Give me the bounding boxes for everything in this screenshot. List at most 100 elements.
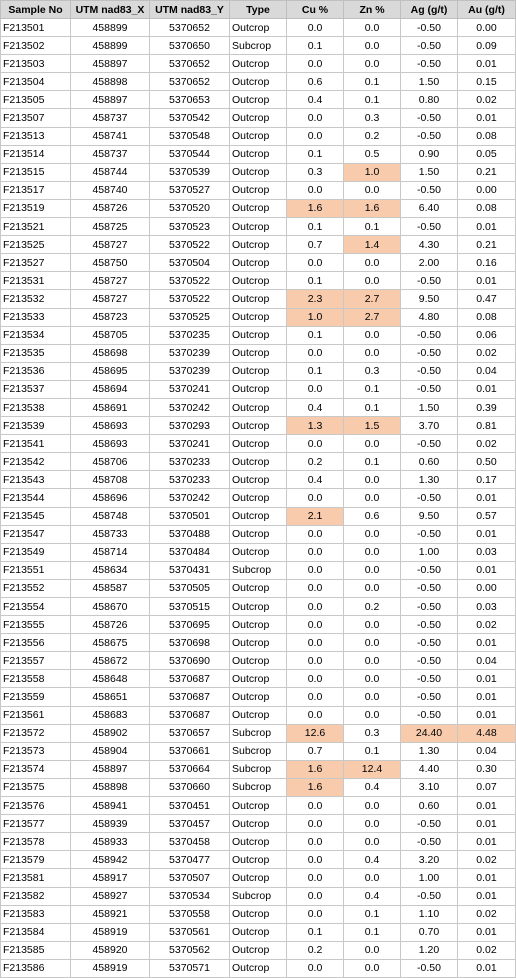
type-cell[interactable]: Outcrop [229,868,287,888]
utm-y-cell[interactable]: 5370657 [149,723,230,743]
type-cell[interactable]: Outcrop [229,271,287,291]
ag-cell[interactable]: -0.50 [400,633,458,653]
zn-cell[interactable]: 1.6 [343,198,401,219]
utm-x-cell[interactable]: 458748 [70,506,150,526]
utm-x-cell[interactable]: 458921 [70,904,150,924]
au-cell[interactable]: 0.02 [457,940,516,960]
table-row[interactable]: F213574 458897 5370664 Subcrop 1.6 12.4 4.40 0.… [0,759,516,779]
ag-cell[interactable]: 1.20 [400,940,458,960]
cu-cell[interactable]: 1.6 [286,777,344,798]
au-cell[interactable]: 0.01 [457,922,516,942]
utm-y-cell[interactable]: 5370522 [149,271,230,291]
sample-no-cell[interactable]: F213578 [0,832,71,852]
zn-cell[interactable]: 2.7 [343,307,401,327]
au-cell[interactable]: 0.01 [457,669,516,689]
ag-cell[interactable]: 1.30 [400,741,458,761]
header-type[interactable]: Type [229,0,287,19]
header-sample-no[interactable]: Sample No [0,0,71,19]
ag-cell[interactable]: -0.50 [400,814,458,834]
zn-cell[interactable]: 0.1 [343,741,401,761]
type-cell[interactable]: Outcrop [229,814,287,834]
utm-x-cell[interactable]: 458723 [70,307,150,327]
sample-no-cell[interactable]: F213503 [0,54,71,74]
au-cell[interactable]: 0.00 [457,17,516,38]
au-cell[interactable]: 0.01 [457,217,516,237]
ag-cell[interactable]: 3.70 [400,416,458,436]
sample-no-cell[interactable]: F213514 [0,144,71,164]
zn-cell[interactable]: 0.0 [343,180,401,200]
table-row[interactable]: F213551 458634 5370431 Subcrop 0.0 0.0 -0.50 0.… [0,560,516,580]
sample-no-cell[interactable]: F213547 [0,524,71,544]
cu-cell[interactable]: 0.0 [286,343,344,363]
type-cell[interactable]: Outcrop [229,633,287,653]
type-cell[interactable]: Outcrop [229,72,287,92]
table-row[interactable]: F213502 458899 5370650 Subcrop 0.1 0.0 -0.50 0.… [0,36,516,56]
ag-cell[interactable]: 9.50 [400,289,458,309]
cu-cell[interactable]: 0.0 [286,796,344,816]
type-cell[interactable]: Outcrop [229,578,287,599]
utm-y-cell[interactable]: 5370687 [149,687,230,707]
utm-y-cell[interactable]: 5370488 [149,524,230,544]
cu-cell[interactable]: 0.0 [286,542,344,562]
type-cell[interactable]: Outcrop [229,488,287,508]
au-cell[interactable]: 0.02 [457,850,516,870]
zn-cell[interactable]: 0.0 [343,470,401,490]
utm-y-cell[interactable]: 5370542 [149,108,230,128]
ag-cell[interactable]: -0.50 [400,379,458,399]
utm-x-cell[interactable]: 458683 [70,705,150,725]
cu-cell[interactable]: 1.0 [286,307,344,327]
utm-x-cell[interactable]: 458693 [70,434,150,454]
type-cell[interactable]: Outcrop [229,470,287,490]
utm-x-cell[interactable]: 458651 [70,687,150,707]
table-row[interactable]: F213575 458898 5370660 Subcrop 1.6 0.4 3.10 0.0… [0,777,516,798]
ag-cell[interactable]: 0.60 [400,796,458,816]
table-row[interactable]: F213515 458744 5370539 Outcrop 0.3 1.0 1.50 0.2… [0,162,516,182]
cu-cell[interactable]: 0.1 [286,271,344,291]
au-cell[interactable]: 0.05 [457,144,516,164]
au-cell[interactable]: 0.08 [457,198,516,219]
zn-cell[interactable]: 0.0 [343,325,401,345]
au-cell[interactable]: 0.00 [457,578,516,599]
sample-no-cell[interactable]: F213557 [0,651,71,671]
cu-cell[interactable]: 0.4 [286,470,344,490]
utm-y-cell[interactable]: 5370515 [149,596,230,617]
utm-x-cell[interactable]: 458919 [70,958,150,978]
zn-cell[interactable]: 0.0 [343,669,401,689]
au-cell[interactable]: 0.02 [457,434,516,454]
au-cell[interactable]: 0.01 [457,814,516,834]
utm-y-cell[interactable]: 5370660 [149,777,230,798]
cu-cell[interactable]: 0.4 [286,90,344,110]
sample-no-cell[interactable]: F213502 [0,36,71,56]
table-row[interactable]: F213583 458921 5370558 Outcrop 0.0 0.1 1.10 0.0… [0,904,516,924]
table-row[interactable]: F213586 458919 5370571 Outcrop 0.0 0.0 -0.50 0.… [0,958,516,978]
zn-cell[interactable]: 0.0 [343,958,401,978]
zn-cell[interactable]: 0.0 [343,578,401,599]
cu-cell[interactable]: 0.0 [286,868,344,888]
cu-cell[interactable]: 1.3 [286,416,344,436]
au-cell[interactable]: 0.01 [457,633,516,653]
au-cell[interactable]: 0.01 [457,560,516,580]
table-row[interactable]: F213539 458693 5370293 Outcrop 1.3 1.5 3.70 0.8… [0,416,516,436]
cu-cell[interactable]: 0.1 [286,361,344,381]
utm-y-cell[interactable]: 5370484 [149,542,230,562]
sample-no-cell[interactable]: F213519 [0,198,71,219]
au-cell[interactable]: 0.21 [457,235,516,255]
utm-x-cell[interactable]: 458695 [70,361,150,381]
utm-y-cell[interactable]: 5370501 [149,506,230,526]
ag-cell[interactable]: 4.40 [400,759,458,779]
header-cu[interactable]: Cu % [286,0,344,19]
cu-cell[interactable]: 1.6 [286,759,344,779]
au-cell[interactable]: 0.17 [457,470,516,490]
utm-y-cell[interactable]: 5370507 [149,868,230,888]
utm-y-cell[interactable]: 5370652 [149,17,230,38]
type-cell[interactable]: Outcrop [229,289,287,309]
au-cell[interactable]: 0.39 [457,397,516,418]
table-row[interactable]: F213576 458941 5370451 Outcrop 0.0 0.0 0.60 0.0… [0,796,516,816]
cu-cell[interactable]: 0.3 [286,162,344,182]
ag-cell[interactable]: -0.50 [400,434,458,454]
table-row[interactable]: F213533 458723 5370525 Outcrop 1.0 2.7 4.80 0.0… [0,307,516,327]
utm-x-cell[interactable]: 458726 [70,615,150,635]
utm-y-cell[interactable]: 5370523 [149,217,230,237]
utm-x-cell[interactable]: 458920 [70,940,150,960]
sample-no-cell[interactable]: F213551 [0,560,71,580]
